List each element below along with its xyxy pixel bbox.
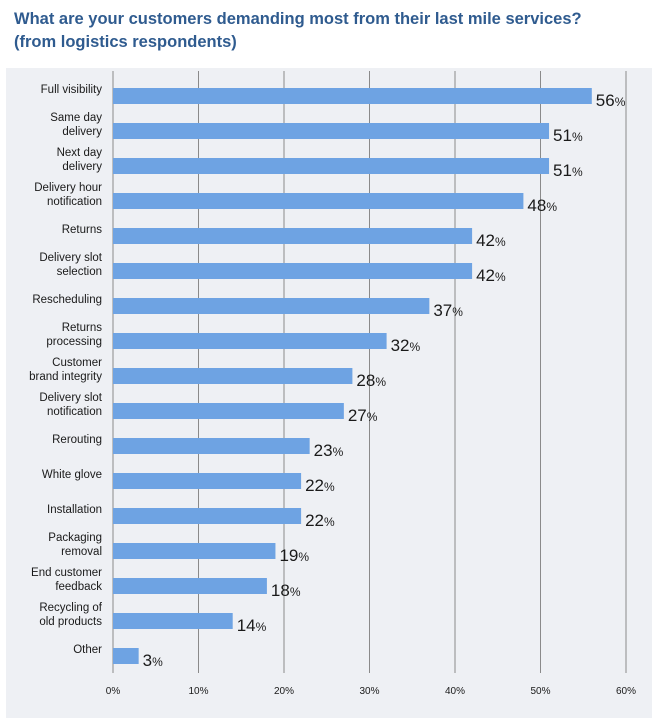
bar: [113, 88, 592, 104]
value-percent: %: [256, 620, 267, 634]
category-label: Full visibility: [41, 84, 103, 96]
bar: [113, 508, 302, 524]
value-label: 22%: [305, 476, 335, 495]
category-label: Delivery slot: [39, 392, 102, 404]
category-label: feedback: [55, 581, 102, 593]
bar: [113, 613, 233, 629]
category-label: Delivery slot: [39, 252, 102, 264]
x-tick-labels: 0% 10% 20% 30% 40% 50% 60%: [106, 686, 636, 697]
category-label: delivery: [62, 161, 102, 173]
bar: [113, 403, 344, 419]
category-label: Customer: [52, 357, 102, 369]
bar-series: [113, 88, 592, 664]
category-label: Returns: [62, 322, 103, 334]
category-label: Rescheduling: [32, 294, 102, 306]
category-label: End customer: [31, 567, 102, 579]
category-label: Installation: [47, 504, 102, 516]
value-label: 37%: [433, 301, 463, 320]
bar: [113, 648, 139, 664]
bar: [113, 578, 267, 594]
x-tick-label: 10%: [188, 686, 208, 697]
category-label: Recycling of: [39, 602, 102, 614]
value-label: 48%: [527, 196, 557, 215]
x-tick-label: 50%: [530, 686, 550, 697]
category-label: brand integrity: [29, 371, 102, 383]
category-label: White glove: [42, 469, 102, 481]
value-percent: %: [324, 480, 335, 494]
value-percent: %: [452, 305, 463, 319]
value-labels: 56% 51% 51% 48% 42% 42% 37% 32% 28% 27%23% 22% 22% 1…: [143, 91, 626, 670]
value-label: 32%: [391, 336, 421, 355]
bar: [113, 543, 276, 559]
value-label: 42%: [476, 266, 506, 285]
category-label: processing: [46, 336, 102, 348]
value-percent: %: [290, 585, 301, 599]
category-label: Other: [73, 644, 102, 656]
value-label: 3%: [143, 651, 163, 670]
bar: [113, 368, 353, 384]
x-tick-label: 0%: [106, 686, 121, 697]
x-tick-label: 30%: [359, 686, 379, 697]
x-tick-label: 40%: [445, 686, 465, 697]
value-label: 42%: [476, 231, 506, 250]
category-label: old products: [39, 616, 102, 628]
category-label: delivery: [62, 126, 102, 138]
chart-panel: [6, 68, 652, 718]
value-percent: %: [298, 550, 309, 564]
bar: [113, 158, 550, 174]
value-label: 18%: [271, 581, 301, 600]
category-label: Delivery hour: [34, 182, 102, 194]
value-percent: %: [324, 515, 335, 529]
value-percent: %: [152, 655, 163, 669]
bar: [113, 123, 550, 139]
value-percent: %: [410, 340, 421, 354]
category-label: Next day: [57, 147, 103, 159]
value-percent: %: [546, 200, 557, 214]
category-label: notification: [47, 196, 102, 208]
value-percent: %: [495, 235, 506, 249]
chart-title-line1: What are your customers demanding most f…: [14, 10, 582, 28]
bar: [113, 193, 524, 209]
value-percent: %: [495, 270, 506, 284]
category-label: removal: [61, 546, 102, 558]
value-percent: %: [615, 95, 626, 109]
value-label: 56%: [596, 91, 626, 110]
chart-title-line2: (from logistics respondents): [14, 33, 237, 51]
chart-title: What are your customers demanding most f…: [14, 8, 644, 54]
value-label: 23%: [314, 441, 344, 460]
category-label: notification: [47, 406, 102, 418]
value-percent: %: [367, 410, 378, 424]
value-label: 19%: [279, 546, 309, 565]
x-tick-label: 20%: [274, 686, 294, 697]
category-labels: Full visibility Same day delivery Next day d…: [29, 84, 103, 656]
category-label: Packaging: [48, 532, 102, 544]
value-label: 51%: [553, 161, 583, 180]
value-label: 22%: [305, 511, 335, 530]
bar: [113, 438, 310, 454]
bar: [113, 228, 473, 244]
bar: [113, 333, 387, 349]
value-label: 27%: [348, 406, 378, 425]
category-label: Same day: [50, 112, 102, 124]
bar: [113, 263, 473, 279]
category-label: selection: [57, 266, 102, 278]
bar: [113, 298, 430, 314]
value-percent: %: [572, 130, 583, 144]
value-percent: %: [572, 165, 583, 179]
value-percent: %: [333, 445, 344, 459]
value-label: 28%: [356, 371, 386, 390]
bar: [113, 473, 302, 489]
category-label: Rerouting: [52, 434, 102, 446]
x-tick-label: 60%: [616, 686, 636, 697]
value-label: 14%: [237, 616, 267, 635]
value-label: 51%: [553, 126, 583, 145]
category-label: Returns: [62, 224, 103, 236]
value-percent: %: [375, 375, 386, 389]
